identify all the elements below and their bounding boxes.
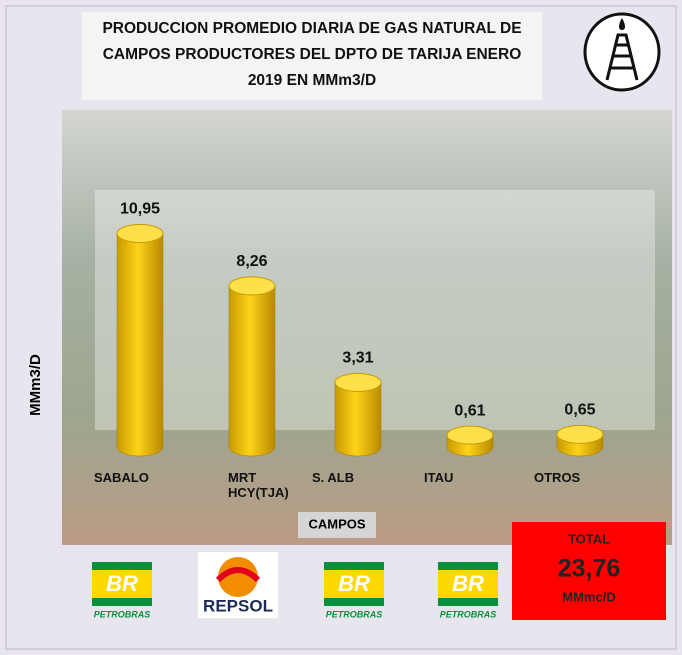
x-tick-label: S. ALB [312, 470, 355, 485]
value-label: 0,65 [564, 402, 595, 419]
logo-mark: REPSOL [203, 596, 273, 615]
bar-top [228, 276, 276, 296]
bar-top [446, 425, 494, 445]
logo-band [438, 570, 498, 598]
x-tick-label: ITAU [424, 470, 454, 485]
logo-mark: BR [106, 571, 138, 596]
total-unit: MMmc/D [562, 589, 615, 604]
photo-background [62, 110, 672, 545]
bar-top [334, 372, 382, 392]
logo-name: PETROBRAS [440, 609, 497, 619]
bar-top [116, 223, 164, 243]
logo-name: PETROBRAS [94, 609, 151, 619]
logo-wave [215, 567, 261, 583]
value-label: 0,61 [454, 402, 485, 419]
total-title: TOTAL [568, 531, 610, 546]
logo-mark: BR [452, 571, 484, 596]
logo-icon [583, 12, 661, 92]
logo-band [324, 570, 384, 598]
bar [116, 233, 164, 457]
x-tick-label: OTROS [534, 470, 581, 485]
bar-top [556, 424, 604, 444]
total-value: 23,76 [558, 555, 621, 583]
value-label: 3,31 [342, 350, 373, 367]
value-label: 10,95 [120, 201, 160, 218]
logo-mark: BR [338, 571, 370, 596]
frame [5, 5, 677, 650]
bar [228, 285, 276, 457]
logo-name: PETROBRAS [326, 609, 383, 619]
x-label-box [298, 512, 376, 538]
x-tick-label: MRT HCY(TJA) [228, 470, 289, 500]
logo-band [92, 570, 152, 598]
logo-sun [218, 557, 258, 597]
chart-title: PRODUCCION PROMEDIO DIARIA DE GAS NATURA… [102, 20, 522, 89]
y-axis-label: MMm3/D [27, 354, 44, 416]
bar [334, 382, 382, 457]
x-axis-label: CAMPOS [308, 516, 365, 531]
x-tick-label: SABALO [94, 470, 149, 485]
value-label: 8,26 [236, 253, 267, 270]
total-box [512, 522, 666, 620]
title-box [82, 12, 542, 100]
